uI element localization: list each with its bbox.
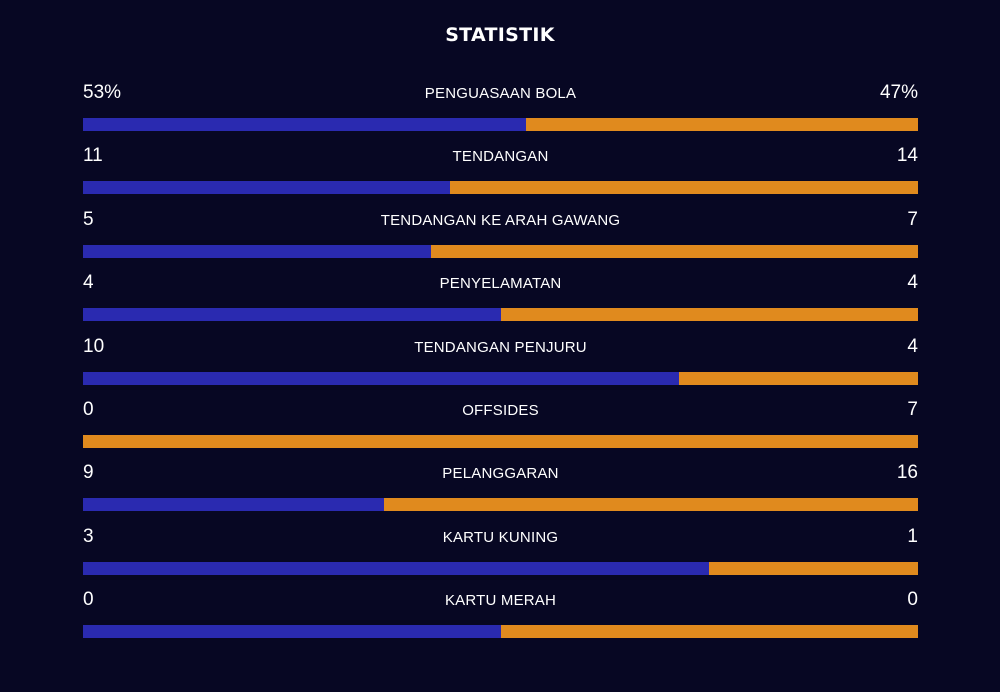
stat-row: 5 TENDANGAN KE ARAH GAWANG 7 (83, 207, 918, 270)
stat-row: 4 PENYELAMATAN 4 (83, 270, 918, 333)
stat-row-header: 3 KARTU KUNING 1 (83, 524, 918, 562)
away-bar-segment (679, 371, 918, 385)
stat-label: PENGUASAAN BOLA (424, 85, 577, 102)
stat-label: TENDANGAN KE ARAH GAWANG (380, 211, 621, 229)
home-bar-segment (83, 498, 384, 512)
home-bar-segment (83, 308, 501, 322)
home-bar-segment (83, 118, 526, 131)
home-value: 4 (83, 272, 94, 294)
stat-row-header: 5 TENDANGAN KE ARAH GAWANG 7 (83, 207, 918, 245)
away-bar-segment (501, 308, 918, 322)
stat-bar (83, 118, 918, 131)
stat-bar (83, 561, 918, 575)
away-value: 47% (879, 82, 918, 103)
home-value: 9 (83, 462, 94, 484)
stat-row: 9 PELANGGARAN 16 (83, 460, 918, 523)
stat-row: 3 KARTU KUNING 1 (83, 524, 918, 587)
stat-label: TENDANGAN (452, 148, 549, 166)
stat-bar (83, 625, 918, 639)
stat-bar (83, 434, 918, 448)
home-bar-segment (83, 244, 431, 258)
stat-row: 11 TENDANGAN 14 (83, 143, 918, 206)
home-value: 3 (83, 525, 94, 547)
stat-bar (83, 498, 918, 512)
home-bar-segment (83, 181, 450, 195)
stat-label: PENYELAMATAN (439, 275, 562, 293)
home-bar-segment (83, 625, 501, 639)
stat-label: KARTU MERAH (444, 592, 557, 610)
stat-row-header: 53% PENGUASAAN BOLA 47% (83, 80, 918, 118)
away-bar-segment (450, 181, 918, 195)
away-value: 7 (907, 208, 918, 230)
stat-bar (83, 181, 918, 195)
home-value: 5 (83, 208, 94, 230)
stat-row: 10 TENDANGAN PENJURU 4 (83, 334, 918, 397)
stat-row: 53% PENGUASAAN BOLA 47% (83, 80, 918, 143)
stat-row-header: 11 TENDANGAN 14 (83, 143, 918, 181)
stats-list: 53% PENGUASAAN BOLA 47% 11 TENDANGAN 14 5 TENDA… (83, 80, 918, 651)
home-value: 11 (83, 145, 103, 167)
stat-bar (83, 371, 918, 385)
away-value: 4 (907, 272, 918, 294)
away-bar-segment (83, 434, 918, 448)
stat-bar (83, 244, 918, 258)
home-value: 0 (83, 589, 94, 611)
away-value: 0 (907, 589, 918, 611)
stat-row-header: 10 TENDANGAN PENJURU 4 (83, 334, 918, 372)
home-value: 53% (83, 82, 122, 103)
away-bar-segment (501, 625, 918, 639)
stat-bar (83, 308, 918, 322)
stat-row-header: 0 OFFSIDES 7 (83, 397, 918, 435)
home-value: 10 (83, 335, 105, 357)
stat-label: PELANGGARAN (442, 465, 559, 483)
stat-row-header: 4 PENYELAMATAN 4 (83, 270, 918, 308)
stat-row: 0 KARTU MERAH 0 (83, 587, 918, 650)
stat-label: TENDANGAN PENJURU (414, 338, 587, 356)
home-value: 0 (83, 398, 94, 420)
stat-row-header: 0 KARTU MERAH 0 (83, 587, 918, 625)
away-bar-segment (431, 244, 918, 258)
stat-row-header: 9 PELANGGARAN 16 (83, 460, 918, 498)
home-bar-segment (83, 561, 709, 575)
away-bar-segment (709, 561, 918, 575)
away-value: 14 (896, 145, 918, 167)
stat-label: KARTU KUNING (442, 528, 559, 546)
stat-row: 0 OFFSIDES 7 (83, 397, 918, 460)
away-value: 4 (907, 335, 918, 357)
stats-title: STATISTIK (445, 24, 555, 46)
away-value: 16 (896, 462, 918, 484)
away-value: 1 (907, 525, 918, 547)
stat-label: OFFSIDES (462, 401, 539, 419)
home-bar-segment (83, 371, 679, 385)
away-bar-segment (526, 118, 918, 131)
away-bar-segment (384, 498, 918, 512)
away-value: 7 (907, 398, 918, 420)
